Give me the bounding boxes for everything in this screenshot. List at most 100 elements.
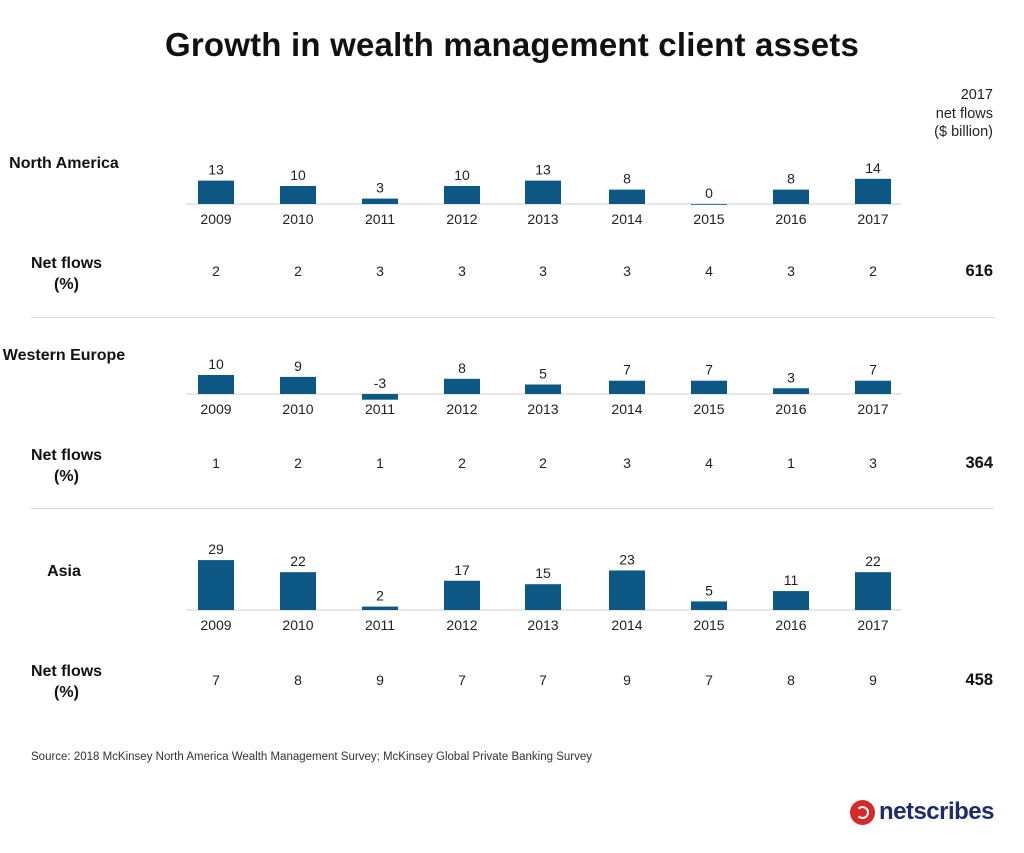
tick-label-2010: 2010: [282, 211, 313, 227]
netflows-label-north-america: Net flows (%): [0, 253, 133, 295]
tick-label-2015: 2015: [693, 211, 724, 227]
net-flow-pct-2016: 3: [787, 263, 795, 279]
divider: [31, 317, 994, 318]
data-label-2017: 7: [869, 362, 877, 378]
tick-label-2013: 2013: [527, 401, 558, 417]
data-label-2016: 3: [787, 369, 795, 385]
logo-wordmark: netscribes: [878, 798, 995, 825]
bar-2011: [362, 198, 398, 204]
net-flow-pct-2010: 8: [294, 672, 302, 688]
tick-label-2013: 2013: [527, 211, 558, 227]
tick-label-2009: 2009: [200, 617, 231, 633]
net-flow-pct-2017: 9: [869, 672, 877, 688]
net-flow-pct-2010: 2: [294, 455, 302, 471]
netscribes-logo-icon: [849, 799, 875, 825]
bar-2014: [609, 570, 645, 610]
tick-label-2009: 2009: [200, 211, 231, 227]
data-label-2017: 14: [865, 160, 881, 176]
tick-label-2017: 2017: [857, 617, 888, 633]
tick-label-2012: 2012: [446, 211, 477, 227]
tick-label-2012: 2012: [446, 401, 477, 417]
bar-2015: [691, 380, 727, 394]
net-flow-pct-2016: 8: [787, 672, 795, 688]
data-label-2009: 10: [208, 356, 224, 372]
header-line-year: 2017: [960, 87, 993, 103]
net-flow-pct-2011: 1: [376, 455, 384, 471]
data-label-2011: 2: [376, 588, 384, 604]
tick-label-2016: 2016: [775, 211, 806, 227]
data-label-2012: 17: [454, 562, 470, 578]
netflows-label-line1: Net flows: [30, 663, 103, 680]
data-label-2014: 23: [619, 551, 635, 567]
bar-2012: [444, 186, 480, 204]
net-flow-pct-2012: 7: [458, 672, 466, 688]
bar-2016: [773, 388, 809, 394]
net-flows-total-western-europe: 364: [965, 454, 993, 472]
data-label-2009: 13: [208, 162, 224, 178]
tick-label-2015: 2015: [693, 617, 724, 633]
tick-label-2016: 2016: [775, 401, 806, 417]
net-flow-pct-2016: 1: [787, 455, 795, 471]
tick-label-2011: 2011: [365, 617, 395, 633]
bar-2015: [691, 601, 727, 610]
net-flow-pct-2014: 3: [623, 455, 631, 471]
net-flow-pct-2010: 2: [294, 263, 302, 279]
net-flow-pct-2015: 7: [705, 672, 713, 688]
chart-asia: 29 2009 22 2010 2 2011 17 2012 15 2013 23 2014 5 2015…: [186, 541, 901, 633]
chart-title: Growth in wealth management client asset…: [164, 26, 860, 63]
bar-2010: [280, 376, 316, 394]
bar-2010: [280, 572, 316, 610]
net-flow-pct-2014: 3: [623, 263, 631, 279]
net-flow-pct-2011: 3: [376, 263, 384, 279]
region-label-asia: Asia: [47, 563, 81, 580]
header-line-unit: ($ billion): [934, 124, 993, 140]
bar-2013: [525, 384, 561, 394]
bar-2016: [773, 189, 809, 204]
data-label-2009: 29: [208, 541, 224, 557]
net-flow-pct-2009: 7: [212, 672, 220, 688]
net-flows-row-asia: 7 8 9 7 7 9 7 8 9: [212, 672, 877, 688]
net-flow-pct-2013: 3: [539, 263, 547, 279]
source-note: Source: 2018 McKinsey North America Weal…: [31, 751, 592, 763]
tick-label-2014: 2014: [611, 617, 642, 633]
netflows-label-line1: Net flows: [30, 447, 103, 464]
net-flow-pct-2014: 9: [623, 672, 631, 688]
net-flow-pct-2013: 7: [539, 672, 547, 688]
net-flows-total-asia: 458: [965, 671, 993, 689]
data-label-2013: 15: [535, 565, 551, 581]
tick-label-2016: 2016: [775, 617, 806, 633]
data-label-2011: -3: [374, 375, 387, 391]
chart-western-europe: 10 2009 9 2010 -3 2011 8 2012 5 2013 7 2014 7 2015 3 20…: [186, 356, 901, 417]
net-flow-pct-2009: 2: [212, 263, 220, 279]
bar-2012: [444, 378, 480, 394]
data-label-2017: 22: [865, 553, 881, 569]
net-flows-total-north-america: 616: [965, 262, 993, 280]
net-flow-pct-2012: 3: [458, 263, 466, 279]
bar-2010: [280, 186, 316, 204]
net-flows-row-western-europe: 1 2 1 2 2 3 4 1 3: [212, 455, 877, 471]
bar-2009: [198, 180, 234, 204]
data-label-2014: 8: [623, 171, 631, 187]
data-label-2011: 3: [376, 180, 384, 196]
divider: [31, 508, 994, 509]
net-flow-pct-2015: 4: [705, 263, 713, 279]
netflows-label-line2: (%): [54, 276, 79, 293]
netflows-label-line2: (%): [54, 468, 79, 485]
data-label-2010: 10: [290, 167, 306, 183]
bar-2011: [362, 606, 398, 610]
tick-label-2014: 2014: [611, 211, 642, 227]
net-flow-pct-2015: 4: [705, 455, 713, 471]
tick-label-2014: 2014: [611, 401, 642, 417]
tick-label-2013: 2013: [527, 617, 558, 633]
net-flows-row-north-america: 2 2 3 3 3 3 4 3 2: [212, 263, 877, 279]
tick-label-2017: 2017: [857, 401, 888, 417]
tick-label-2015: 2015: [693, 401, 724, 417]
data-label-2013: 13: [535, 162, 551, 178]
region-label-western-europe: Western Europe: [2, 347, 126, 364]
netflows-label-western-europe: Net flows (%): [0, 445, 133, 487]
bar-2009: [198, 375, 234, 394]
bar-2013: [525, 584, 561, 610]
bar-2016: [773, 591, 809, 610]
data-label-2014: 7: [623, 362, 631, 378]
net-flow-pct-2017: 3: [869, 455, 877, 471]
